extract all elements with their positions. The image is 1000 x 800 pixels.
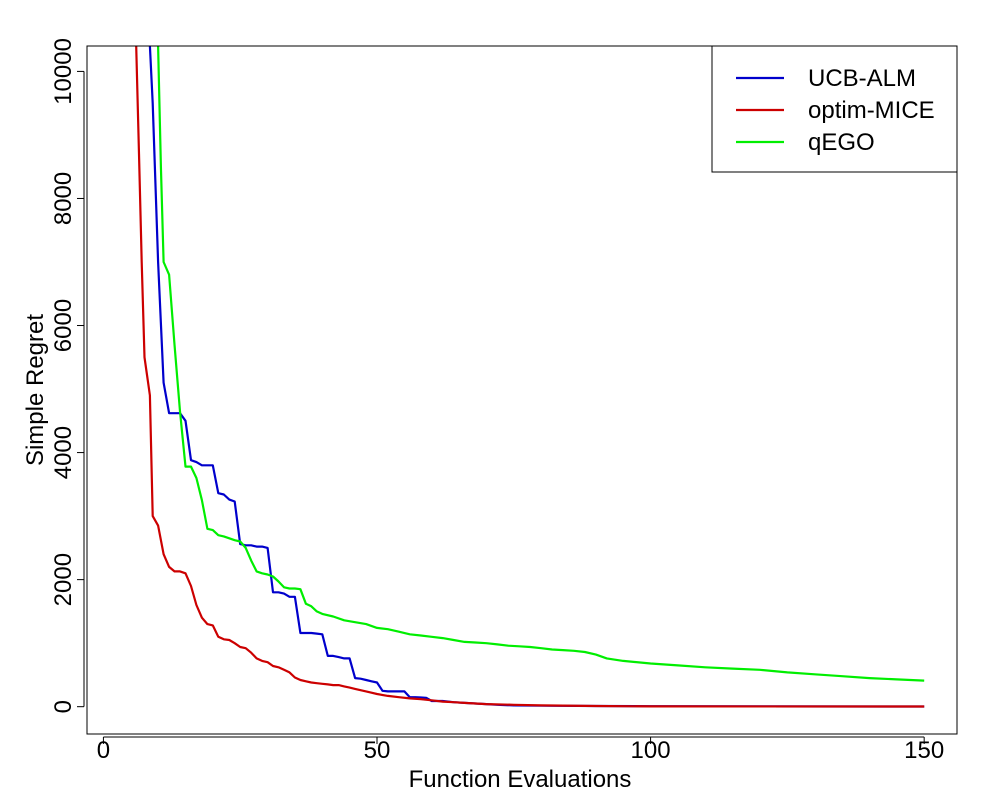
x-tick-label: 50 bbox=[364, 737, 391, 764]
y-tick-label: 4000 bbox=[50, 426, 77, 479]
x-tick-label: 0 bbox=[97, 737, 110, 764]
legend-label-qego: qEGO bbox=[808, 129, 875, 156]
legend-label-optim-mice: optim-MICE bbox=[808, 97, 935, 124]
x-tick-label: 150 bbox=[904, 737, 944, 764]
legend-label-ucb-alm: UCB-ALM bbox=[808, 65, 916, 92]
plot-area bbox=[135, 46, 925, 708]
y-axis-title: Simple Regret bbox=[22, 314, 49, 466]
y-tick-label: 6000 bbox=[50, 299, 77, 352]
y-tick-label: 0 bbox=[50, 700, 77, 713]
x-axis-title: Function Evaluations bbox=[409, 766, 632, 793]
series-line-optim-mice bbox=[135, 46, 925, 708]
y-tick-label: 10000 bbox=[50, 38, 77, 105]
y-axis: 0 2000 4000 6000 8000 10000 bbox=[50, 38, 85, 713]
plot-frame bbox=[86, 45, 958, 735]
x-tick-label: 100 bbox=[631, 737, 671, 764]
x-axis: 0 50 100 150 bbox=[97, 736, 944, 764]
y-tick-label: 2000 bbox=[50, 553, 77, 606]
series-line-qego bbox=[157, 46, 925, 682]
legend: UCB-ALM optim-MICE qEGO bbox=[711, 45, 958, 173]
y-tick-label: 8000 bbox=[50, 172, 77, 225]
